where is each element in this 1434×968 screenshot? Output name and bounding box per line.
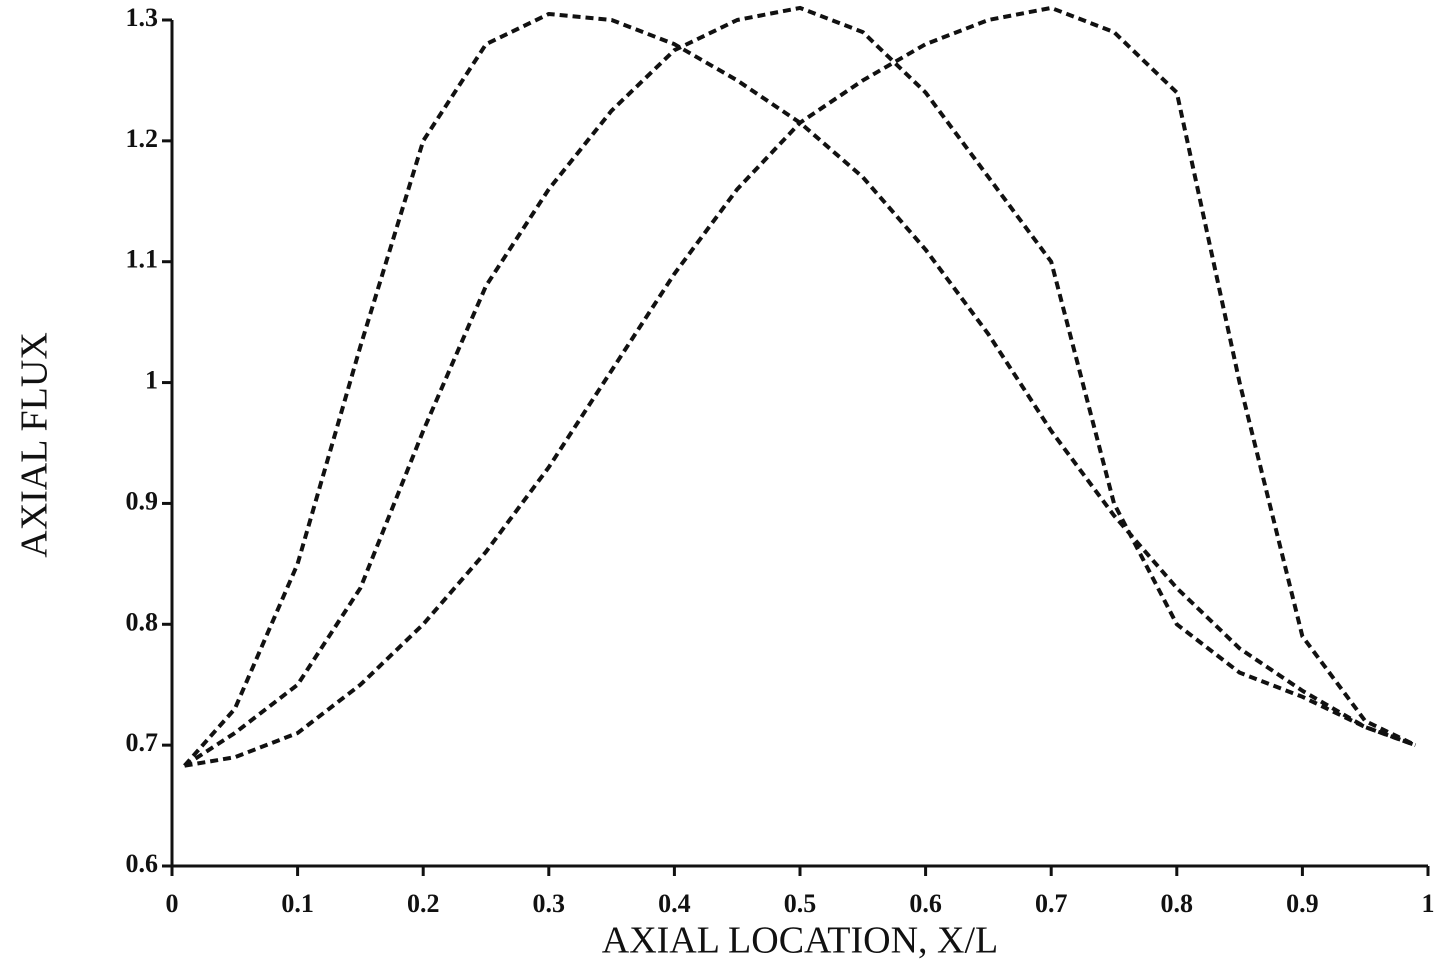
x-tick-label: 0.2 bbox=[407, 889, 440, 918]
x-tick-label: 0.3 bbox=[533, 889, 566, 918]
y-axis-label: AXIAL FLUX bbox=[14, 332, 56, 558]
y-tick-label: 0.9 bbox=[126, 486, 159, 515]
y-tick-label: 1 bbox=[145, 366, 158, 395]
x-tick-label: 0 bbox=[166, 889, 179, 918]
x-tick-label: 0.4 bbox=[658, 889, 691, 918]
y-tick-label: 0.8 bbox=[126, 607, 159, 636]
x-tick-label: 0.6 bbox=[909, 889, 942, 918]
y-tick-label: 1.3 bbox=[126, 3, 159, 32]
x-tick-label: 0.8 bbox=[1161, 889, 1194, 918]
y-tick-label: 0.6 bbox=[126, 849, 159, 878]
x-tick-label: 0.1 bbox=[281, 889, 314, 918]
y-tick-label: 1.2 bbox=[126, 124, 159, 153]
y-tick-label: 0.7 bbox=[126, 728, 159, 757]
x-tick-label: 0.9 bbox=[1286, 889, 1319, 918]
x-tick-label: 0.5 bbox=[784, 889, 817, 918]
y-tick-label: 1.1 bbox=[126, 245, 159, 274]
x-axis-label: AXIAL LOCATION, X/L bbox=[602, 920, 998, 962]
line-series bbox=[184, 5, 1417, 768]
x-tick-label: 0.7 bbox=[1035, 889, 1068, 918]
line-series bbox=[183, 11, 1417, 768]
line-series bbox=[183, 5, 1417, 768]
x-tick-label: 1 bbox=[1422, 889, 1434, 918]
